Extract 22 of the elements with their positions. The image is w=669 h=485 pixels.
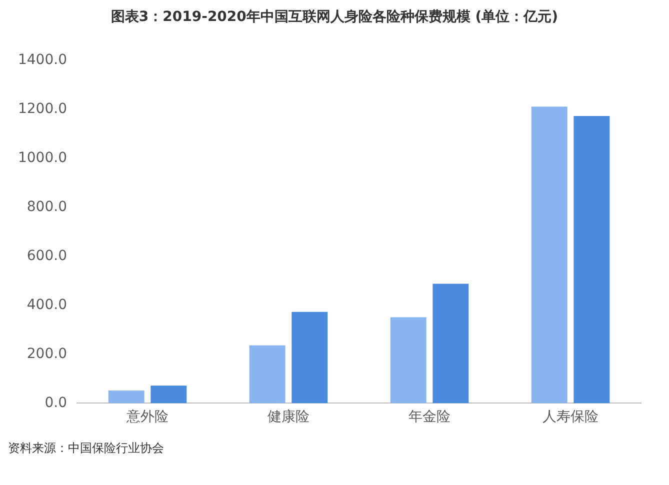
x-tick-label: 意外险 <box>125 409 168 426</box>
x-tick-label: 人寿保险 <box>542 409 598 426</box>
y-tick-label: 200.0 <box>26 346 67 362</box>
y-tick-label: 800.0 <box>26 198 67 215</box>
chart-title: 图表3：2019-2020年中国互联网人身险各险种保费规模 (单位：亿元) <box>110 8 560 26</box>
text: 资料来源：中国保险行业协会 <box>8 440 165 457</box>
bar <box>108 390 144 404</box>
bar <box>249 345 286 404</box>
y-tick-label: 600.0 <box>26 248 67 264</box>
x-tick-label: 健康险 <box>267 409 310 426</box>
bar <box>150 386 187 404</box>
bar <box>574 116 610 404</box>
y-tick-label: 0.0 <box>44 394 67 411</box>
bar <box>292 312 328 404</box>
x-tick-label: 年金险 <box>408 409 450 426</box>
y-tick-label: 1400.0 <box>18 52 67 68</box>
bar <box>531 106 568 404</box>
y-tick-label: 1000.0 <box>18 150 67 166</box>
y-tick-label: 400.0 <box>26 296 67 313</box>
bar <box>390 317 426 404</box>
y-tick-label: 1200.0 <box>18 101 67 118</box>
bar <box>432 284 469 404</box>
